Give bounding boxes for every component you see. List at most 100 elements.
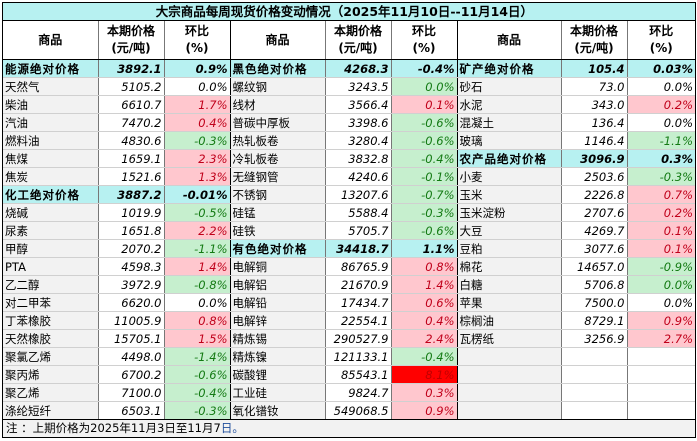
table-row: 燃料油 4830.6 -0.3% 热轧板卷 3280.4 -0.6% 玻璃 1146.4 -1.… [3, 131, 695, 150]
commodity-price: 3280.4 [324, 131, 391, 150]
commodity-change: 0.4% [163, 113, 230, 132]
commodity-name: 工业硅 [229, 383, 325, 402]
commodity-change: -0.7% [390, 185, 457, 204]
commodity-change: 0.0% [626, 113, 695, 132]
category-change: 0.3% [626, 149, 695, 168]
commodity-name: 白糖 [456, 275, 561, 294]
category-name: 能源绝对价格 [3, 59, 98, 78]
commodity-price: 5705.7 [324, 221, 391, 240]
table-row: 焦煤 1659.1 2.3% 冷轧板卷 3832.8 -0.4% 农产品绝对价格 3096.9… [3, 149, 695, 168]
commodity-name [456, 347, 561, 366]
commodity-price [560, 347, 627, 366]
header-change-1: 环比 (%) [163, 21, 230, 60]
commodity-price: 73.0 [560, 77, 627, 96]
commodity-price: 121133.1 [324, 347, 391, 366]
commodity-change [626, 401, 695, 419]
commodity-price: 21670.9 [324, 275, 391, 294]
commodity-name: 天然橡胶 [3, 329, 98, 348]
commodity-change: 0.8% [390, 257, 457, 276]
commodity-price: 5588.4 [324, 203, 391, 222]
commodity-name: 乙二醇 [3, 275, 98, 294]
commodity-change [626, 365, 695, 384]
commodity-change: 0.9% [390, 401, 457, 419]
footer-note: 注 ：上期价格为2025年11月3日至11月7日。 [3, 419, 695, 437]
commodity-change: 0.9% [626, 311, 695, 330]
commodity-name: 尿素 [3, 221, 98, 240]
commodity-name: 燃料油 [3, 131, 98, 150]
header-name-3: 商品 [456, 21, 561, 60]
table-row: 对二甲苯 6620.0 0.0% 电解铅 17434.7 0.6% 苹果 7500.0 0.0% [3, 293, 695, 312]
commodity-price: 549068.5 [324, 401, 391, 419]
commodity-price: 4598.3 [97, 257, 164, 276]
commodity-name: 电解锌 [229, 311, 325, 330]
commodity-name: 混凝土 [456, 113, 561, 132]
commodity-price: 2070.2 [97, 239, 164, 258]
commodity-name: 线材 [229, 95, 325, 114]
commodity-change [626, 347, 695, 366]
commodity-change: 2.7% [626, 329, 695, 348]
commodity-change: 1.7% [163, 95, 230, 114]
header-change-3: 环比 (%) [626, 21, 695, 60]
commodity-price: 4498.0 [97, 347, 164, 366]
commodity-price: 11005.9 [97, 311, 164, 330]
commodity-change: -0.3% [626, 167, 695, 186]
commodity-change: -1.4% [163, 347, 230, 366]
commodity-name: 丁苯橡胶 [3, 311, 98, 330]
category-price: 34418.7 [324, 239, 391, 258]
table-row: 聚丙烯 6700.2 -0.6% 碳酸锂 85543.1 8.1% [3, 365, 695, 384]
commodity-name: 大豆 [456, 221, 561, 240]
commodity-price: 7100.0 [97, 383, 164, 402]
commodity-change: -0.8% [163, 275, 230, 294]
category-price: 3892.1 [97, 59, 164, 78]
commodity-change [626, 383, 695, 402]
commodity-change: 0.0% [163, 293, 230, 312]
commodity-price: 86765.9 [324, 257, 391, 276]
commodity-price: 17434.7 [324, 293, 391, 312]
commodity-name: 聚乙烯 [3, 383, 98, 402]
commodity-change: -0.6% [163, 365, 230, 384]
commodity-change: 1.4% [390, 275, 457, 294]
table-row: 能源绝对价格 3892.1 0.9% 黑色绝对价格 4268.3 -0.4% 矿产绝对价格 1… [3, 59, 695, 78]
header-row: 商品 本期价格 (元/吨) 环比 (%) 商品 本期价格 (元/吨) 环比 (%) 商品… [3, 21, 695, 60]
commodity-change: 0.6% [390, 293, 457, 312]
commodity-name: 汽油 [3, 113, 98, 132]
commodity-price: 1521.6 [97, 167, 164, 186]
commodity-name: 砂石 [456, 77, 561, 96]
commodity-price: 22554.1 [324, 311, 391, 330]
commodity-name: 冷轧板卷 [229, 149, 325, 168]
commodity-name: 对二甲苯 [3, 293, 98, 312]
category-price: 3096.9 [560, 149, 627, 168]
category-change: 0.9% [163, 59, 230, 78]
commodity-change: -0.3% [163, 401, 230, 419]
commodity-price: 5706.8 [560, 275, 627, 294]
commodity-name: 电解铝 [229, 275, 325, 294]
commodity-price: 3972.9 [97, 275, 164, 294]
header-price-2: 本期价格 (元/吨) [324, 21, 391, 60]
commodity-price: 3832.8 [324, 149, 391, 168]
commodity-price: 4240.6 [324, 167, 391, 186]
commodity-change: -0.3% [163, 131, 230, 150]
category-change: -0.01% [163, 185, 230, 204]
commodity-change: 0.1% [390, 95, 457, 114]
commodity-change: -0.3% [390, 203, 457, 222]
commodity-change: 0.2% [626, 203, 695, 222]
price-table: 商品 本期价格 (元/吨) 环比 (%) 商品 本期价格 (元/吨) 环比 (%) 商品… [3, 21, 695, 419]
commodity-change: -0.4% [390, 149, 457, 168]
commodity-name: 焦煤 [3, 149, 98, 168]
commodity-name: 水泥 [456, 95, 561, 114]
header-price-3: 本期价格 (元/吨) [560, 21, 627, 60]
commodity-name: 小麦 [456, 167, 561, 186]
commodity-name [456, 401, 561, 419]
commodity-change: -0.4% [390, 347, 457, 366]
category-change: -0.4% [390, 59, 457, 78]
header-price-1: 本期价格 (元/吨) [97, 21, 164, 60]
commodity-price: 1019.9 [97, 203, 164, 222]
table-row: 天然气 5105.2 0.0% 螺纹钢 3243.5 0.0% 砂石 73.0 0.0% [3, 77, 695, 96]
commodity-price: 7500.0 [560, 293, 627, 312]
commodity-name: 玉米淀粉 [456, 203, 561, 222]
commodity-price: 3077.6 [560, 239, 627, 258]
table-row: PTA 4598.3 1.4% 电解铜 86765.9 0.8% 棉花 14657.0 -0.9… [3, 257, 695, 276]
commodity-name: 甲醇 [3, 239, 98, 258]
table-row: 尿素 1651.8 2.2% 硅铁 5705.7 -0.6% 大豆 4269.7 0.1% [3, 221, 695, 240]
table-row: 聚氯乙烯 4498.0 -1.4% 精炼镍 121133.1 -0.4% [3, 347, 695, 366]
